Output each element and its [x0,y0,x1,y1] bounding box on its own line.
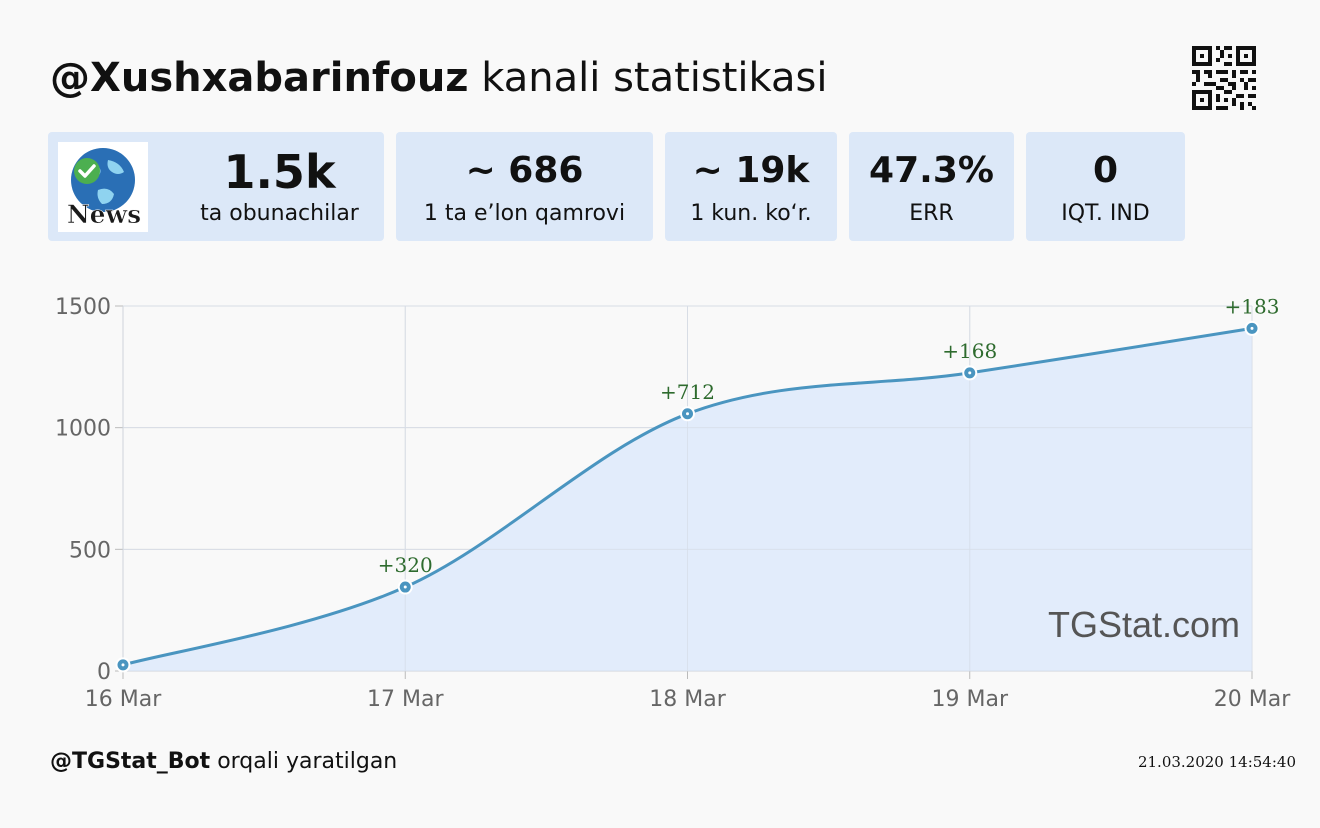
x-tick-label: 20 Mar [1214,687,1291,712]
bot-handle: @TGStat_Bot [50,749,211,774]
y-tick-label: 500 [69,538,111,563]
data-point-center [121,663,125,667]
y-tick-label: 1500 [55,295,111,320]
delta-label: +712 [660,380,715,404]
x-tick-label: 18 Mar [649,687,726,712]
citation-index-value: 0 [1092,150,1119,191]
data-point-center [1250,326,1254,330]
page-title: @Xushxabarinfouz kanali statistikasi [50,52,827,104]
channel-handle: @Xushxabarinfouz [50,55,469,101]
delta-label: +320 [378,553,433,577]
subscribers-label: ta obunachilar [200,201,359,226]
stat-card-subscribers: News 1.5k ta obunachilar [48,132,384,241]
data-point-center [968,371,972,375]
avatar-caption: News [67,200,141,229]
title-suffix: kanali statistikasi [481,55,828,101]
x-tick-label: 17 Mar [367,687,444,712]
footer-timestamp: 21.03.2020 14:54:40 [1137,753,1296,771]
err-value: 47.3% [869,150,994,191]
footer-suffix: orqali yaratilgan [217,749,398,774]
data-point-center [686,412,689,416]
data-point-center [403,585,407,589]
qr-code-icon [1192,46,1256,110]
daily-views-value: ~ 19k [692,150,810,191]
tgstat-watermark: TGStat.com [1048,604,1240,645]
daily-views-label: 1 kun. ko‘r. [690,201,812,226]
stat-card-post-reach: ~ 686 1 ta e’lon qamrovi [396,132,653,241]
channel-avatar: News [58,142,148,232]
subscribers-value: 1.5k [223,145,336,199]
post-reach-value: ~ 686 [465,150,584,191]
footer-credit: @TGStat_Bot orqali yaratilgan [50,748,397,776]
citation-index-label: IQT. IND [1061,201,1150,226]
post-reach-label: 1 ta e’lon qamrovi [423,201,626,226]
err-label: ERR [909,201,954,226]
x-tick-label: 16 Mar [85,687,162,712]
stat-card-citation-index: 0 IQT. IND [1026,132,1185,241]
stat-card-daily-views: ~ 19k 1 kun. ko‘r. [665,132,837,241]
delta-label: +183 [1225,294,1280,318]
y-tick-label: 1000 [55,417,111,442]
y-tick-label: 0 [97,660,111,685]
stat-card-err: 47.3% ERR [849,132,1014,241]
delta-label: +168 [942,339,997,363]
x-tick-label: 19 Mar [932,687,1009,712]
